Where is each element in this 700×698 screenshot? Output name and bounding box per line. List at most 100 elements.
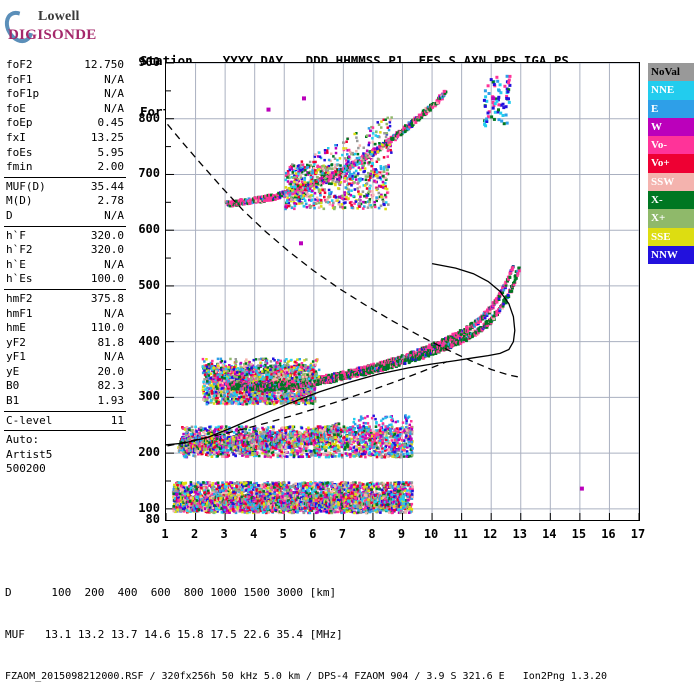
legend-item-x[interactable]: X-	[648, 191, 694, 209]
y-tick-label: 400	[138, 334, 160, 348]
param-key: MUF(D)	[6, 180, 46, 195]
x-tick-label: 5	[280, 527, 287, 541]
x-tick-label: 16	[601, 527, 615, 541]
legend-item-vo[interactable]: Vo-	[648, 136, 694, 154]
x-tick-label: 2	[191, 527, 198, 541]
param-key: foEs	[6, 146, 33, 161]
x-tick-label: 15	[572, 527, 586, 541]
param-key: h`Es	[6, 272, 33, 287]
legend-item-nnw[interactable]: NNW	[648, 246, 694, 264]
legend-item-x[interactable]: X+	[648, 209, 694, 227]
legend-item-ssw[interactable]: SSW	[648, 173, 694, 191]
param-key: hmF1	[6, 307, 33, 322]
param-key: yE	[6, 365, 19, 380]
ionogram-canvas[interactable]	[165, 62, 640, 521]
x-tick-label: 3	[221, 527, 228, 541]
param-key: M(D)	[6, 194, 33, 209]
logo-digisonde-text: DIGISONDE	[8, 27, 97, 44]
y-tick-label: 500	[138, 278, 160, 292]
x-tick-label: 10	[424, 527, 438, 541]
y-minor-ticks	[166, 63, 174, 509]
x-tick-label: 8	[368, 527, 375, 541]
y-tick-label: 700	[138, 166, 160, 180]
legend-item-noval[interactable]: NoVal	[648, 63, 694, 81]
param-row-md: M(D)2.78	[4, 194, 126, 209]
param-key: D	[6, 209, 13, 224]
lowell-digisonde-logo: Lowell DIGISONDE	[6, 8, 126, 48]
ionogram-plot-area[interactable]	[165, 62, 640, 521]
param-group-divider	[4, 177, 126, 178]
x-tick-label: 13	[513, 527, 527, 541]
param-key: fmin	[6, 160, 33, 175]
param-group-divider	[4, 289, 126, 290]
param-key: foEp	[6, 116, 33, 131]
x-tick-label: 7	[339, 527, 346, 541]
param-key: hmF2	[6, 292, 33, 307]
legend-item-vo[interactable]: Vo+	[648, 154, 694, 172]
auto-code: 500200	[4, 462, 126, 477]
legend-item-w[interactable]: W	[648, 118, 694, 136]
param-key: foE	[6, 102, 26, 117]
param-key: foF2	[6, 58, 33, 73]
x-tick-label: 1	[161, 527, 168, 541]
x-tick-label: 6	[309, 527, 316, 541]
param-key: yF2	[6, 336, 26, 351]
y-tick-label: 800	[138, 111, 160, 125]
footer-text: D 100 200 400 600 800 1000 1500 3000 [km…	[5, 558, 607, 698]
x-tick-label: 17	[631, 527, 645, 541]
footer-file-row: FZAOM_2015098212000.RSF / 320fx256h 50 k…	[5, 670, 607, 684]
y-tick-label: 600	[138, 222, 160, 236]
param-group-divider	[4, 411, 126, 412]
param-key: fxI	[6, 131, 26, 146]
auto-program: Artist5	[4, 448, 126, 463]
x-tick-label: 14	[542, 527, 556, 541]
param-key: hmE	[6, 321, 26, 336]
param-key: h`F	[6, 229, 26, 244]
y-tick-label: 300	[138, 389, 160, 403]
param-key: yF1	[6, 350, 26, 365]
legend-item-nne[interactable]: NNE	[648, 81, 694, 99]
x-tick-label: 9	[398, 527, 405, 541]
legend-item-e[interactable]: E	[648, 100, 694, 118]
y-tick-label: 100	[138, 501, 160, 515]
curve-electron-density-profile	[166, 264, 515, 445]
logo-lowell-text: Lowell	[38, 9, 80, 25]
x-tick-label: 11	[453, 527, 467, 541]
auto-label: Auto:	[4, 433, 126, 448]
param-group-divider	[4, 430, 126, 431]
legend-item-sse[interactable]: SSE	[648, 228, 694, 246]
param-key: B0	[6, 379, 19, 394]
x-tick-label: 12	[483, 527, 497, 541]
noise-scatter	[172, 163, 414, 514]
x-tick-label: 4	[250, 527, 257, 541]
param-key: foF1p	[6, 87, 39, 102]
y-tick-label: 200	[138, 445, 160, 459]
footer-distance-row: D 100 200 400 600 800 1000 1500 3000 [km…	[5, 586, 607, 600]
param-key: C-level	[6, 414, 52, 429]
param-group-divider	[4, 226, 126, 227]
param-row-mufd: MUF(D)35.44	[4, 180, 126, 195]
ionogram-svg	[166, 63, 639, 520]
param-key: h`F2	[6, 243, 33, 258]
